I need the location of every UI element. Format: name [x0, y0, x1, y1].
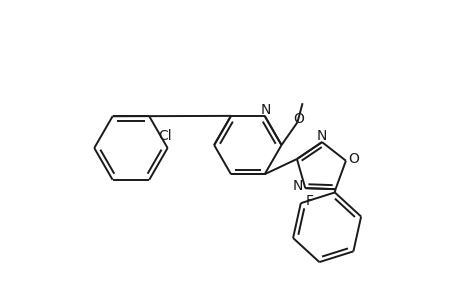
Text: Cl: Cl [157, 129, 171, 143]
Text: O: O [292, 112, 303, 126]
Text: N: N [291, 179, 302, 193]
Text: N: N [316, 129, 326, 143]
Text: N: N [260, 103, 270, 117]
Text: O: O [347, 152, 358, 166]
Text: F: F [305, 194, 313, 208]
